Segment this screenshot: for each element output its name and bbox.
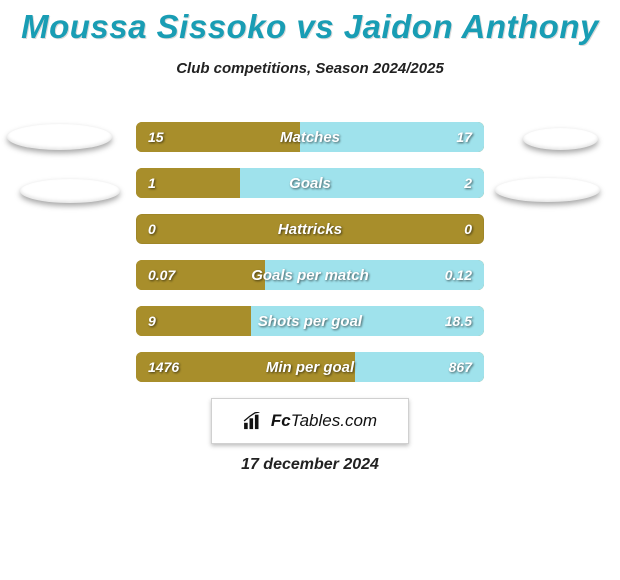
stat-bar-left bbox=[136, 122, 300, 152]
logo-suffix: Tables.com bbox=[291, 411, 377, 430]
player-right-ellipse-2 bbox=[495, 178, 600, 202]
stat-bar-right bbox=[355, 352, 484, 382]
stat-bar-left bbox=[136, 168, 240, 198]
stat-row: 12Goals bbox=[136, 168, 484, 198]
stat-bar-left bbox=[136, 306, 251, 336]
logo-text: FcTables.com bbox=[271, 411, 377, 431]
logo-prefix: Fc bbox=[271, 411, 291, 430]
stat-row: 918.5Shots per goal bbox=[136, 306, 484, 336]
stat-bar-right bbox=[300, 122, 484, 152]
stat-bar-left bbox=[136, 352, 355, 382]
stat-row: 0.070.12Goals per match bbox=[136, 260, 484, 290]
stat-value-right: 0 bbox=[464, 214, 472, 244]
page-title: Moussa Sissoko vs Jaidon Anthony bbox=[0, 0, 620, 46]
stat-bar-right bbox=[251, 306, 484, 336]
subtitle: Club competitions, Season 2024/2025 bbox=[0, 60, 620, 77]
stat-bar-left bbox=[136, 260, 265, 290]
stat-row: 1517Matches bbox=[136, 122, 484, 152]
comparison-chart: 1517Matches 12Goals 0 0Hattricks 0.070.12Goa… bbox=[136, 122, 484, 382]
stat-row: 0 0Hattricks bbox=[136, 214, 484, 244]
player-left-ellipse-1 bbox=[7, 124, 112, 150]
stat-row: 1476867Min per goal bbox=[136, 352, 484, 382]
bar-chart-icon bbox=[243, 412, 265, 430]
player-left-ellipse-2 bbox=[20, 179, 120, 203]
stat-bar-right bbox=[265, 260, 484, 290]
date-label: 17 december 2024 bbox=[0, 456, 620, 474]
logo-badge: FcTables.com bbox=[211, 398, 409, 444]
player-right-ellipse-1 bbox=[523, 128, 598, 150]
stat-value-left: 0 bbox=[148, 214, 156, 244]
stat-label: Hattricks bbox=[136, 214, 484, 244]
stat-bar-right bbox=[240, 168, 484, 198]
